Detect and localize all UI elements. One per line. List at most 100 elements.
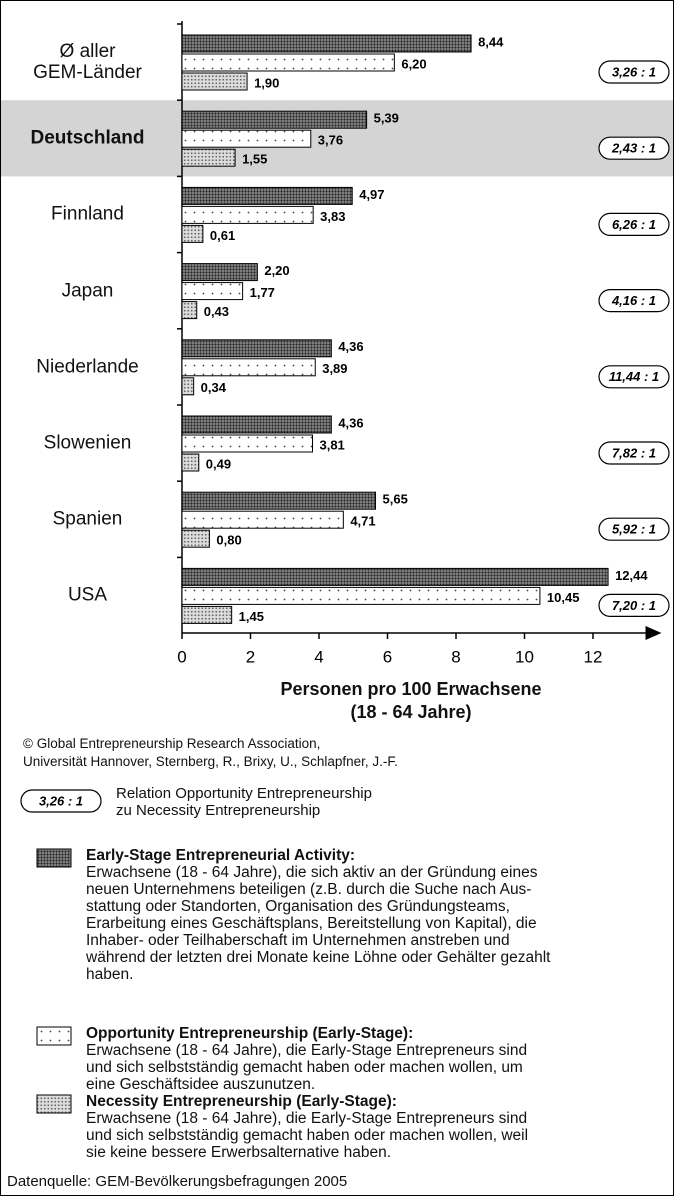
bar (181, 205, 314, 224)
ratio-label: 11,44 : 1 (609, 369, 659, 384)
copyright: © Global Entrepreneurship Research Assoc… (23, 736, 398, 769)
ratio-pill (598, 365, 670, 389)
x-tick-label: 12 (584, 647, 603, 666)
bar (181, 491, 377, 510)
value-label: 4,97 (359, 187, 384, 202)
bar (181, 129, 312, 148)
ratio-label: 2,43 : 1 (611, 141, 656, 156)
value-label: 5,39 (374, 111, 399, 126)
category-label: Niederlande (36, 356, 139, 378)
bar (181, 434, 313, 453)
value-label: 12,44 (615, 568, 648, 583)
category-label: Ø aller GEM-Länder (33, 41, 142, 83)
value-label: 2,20 (264, 263, 289, 278)
value-label: 3,81 (319, 437, 344, 452)
bar (181, 301, 198, 320)
ratio-pill (598, 212, 670, 236)
value-label: 1,55 (242, 152, 267, 167)
bar (181, 53, 395, 72)
value-label: 1,77 (250, 285, 275, 300)
ratio-legend-text: Relation Opportunity Entrepreneurship zu… (116, 785, 372, 819)
category-label: Finnland (51, 203, 124, 225)
ratio-label: 5,92 : 1 (612, 522, 656, 537)
bar (181, 263, 258, 282)
bar (181, 377, 195, 396)
bar (181, 586, 541, 605)
bar (181, 358, 316, 377)
legend-swatch (36, 848, 72, 868)
legend-swatch (36, 1094, 72, 1114)
value-label: 4,36 (338, 415, 363, 430)
x-tick-label: 10 (515, 647, 534, 666)
category-label: USA (67, 584, 108, 606)
bar (181, 453, 200, 472)
ratio-label: 3,26 : 1 (612, 64, 656, 79)
ratio-legend-label: 3,26 : 1 (39, 793, 83, 808)
value-label: 4,36 (338, 339, 363, 354)
ratio-pill (598, 593, 670, 618)
ratio-label: 4,16 : 1 (611, 293, 656, 308)
legend-entry: Necessity Entrepreneurship (Early-Stage)… (86, 1093, 528, 1161)
bar (181, 224, 204, 243)
value-label: 8,44 (478, 34, 504, 49)
bar (181, 339, 332, 358)
ratio-pill (598, 441, 670, 465)
bar (181, 605, 233, 624)
ratio-pill (598, 289, 670, 313)
bar (181, 415, 332, 434)
bar (181, 567, 609, 586)
bar (181, 529, 210, 548)
value-label: 0,34 (201, 380, 227, 395)
ratio-pill (598, 517, 670, 541)
x-tick-label: 8 (451, 647, 460, 666)
x-tick-label: 4 (314, 647, 323, 666)
category-label: Japan (61, 280, 114, 302)
value-label: 0,49 (206, 456, 231, 471)
source: Datenquelle: GEM-Bevölkerungsbefragungen… (7, 1173, 348, 1190)
ratio-label: 7,20 : 1 (612, 598, 656, 613)
bar (181, 510, 344, 529)
category-label: Deutschland (30, 127, 145, 149)
bar (181, 148, 236, 167)
ratio-legend-pill (20, 789, 102, 813)
legend-name: Necessity Entrepreneurship (Early-Stage)… (86, 1093, 397, 1110)
value-label: 1,45 (239, 609, 264, 624)
ratio-label: 6,26 : 1 (612, 217, 656, 232)
legend-entry: Opportunity Entrepreneurship (Early-Stag… (86, 1025, 527, 1093)
value-label: 10,45 (547, 590, 580, 605)
bar (181, 72, 248, 91)
value-label: 1,90 (254, 75, 279, 90)
ratio-pill (598, 136, 670, 160)
legend-swatch (36, 1026, 72, 1046)
legend-entry: Early-Stage Entrepreneurial Activity: Erw… (86, 847, 550, 983)
legend-name: Early-Stage Entrepreneurial Activity: (86, 847, 356, 864)
value-label: 3,83 (320, 209, 345, 224)
legend-name: Opportunity Entrepreneurship (Early-Stag… (86, 1025, 414, 1042)
x-tick-label: 0 (177, 647, 186, 666)
category-label: Spanien (52, 508, 123, 530)
value-label: 0,43 (204, 304, 229, 319)
x-tick-label: 2 (246, 647, 255, 666)
legend-description: Erwachsene (18 - 64 Jahre), die sich akt… (86, 864, 551, 983)
x-tick-label: 6 (383, 647, 392, 666)
ratio-pill (598, 60, 670, 84)
value-label: 0,80 (216, 533, 241, 548)
category-label: Slowenien (43, 432, 132, 454)
value-label: 3,76 (318, 133, 343, 148)
legend-description: Erwachsene (18 - 64 Jahre), die Early-St… (86, 1110, 529, 1161)
value-label: 5,65 (383, 492, 408, 507)
value-label: 6,20 (401, 56, 426, 71)
x-axis-arrow (645, 626, 662, 640)
bar (181, 282, 244, 301)
value-label: 3,89 (322, 361, 347, 376)
bar (181, 34, 472, 53)
value-label: 0,61 (210, 228, 235, 243)
legend-description: Erwachsene (18 - 64 Jahre), die Early-St… (86, 1042, 528, 1093)
x-axis-title: Personen pro 100 Erwachsene (18 - 64 Jah… (280, 679, 542, 722)
bar (181, 186, 353, 205)
ratio-label: 7,82 : 1 (612, 445, 656, 460)
value-label: 4,71 (350, 514, 375, 529)
bar (181, 110, 368, 129)
